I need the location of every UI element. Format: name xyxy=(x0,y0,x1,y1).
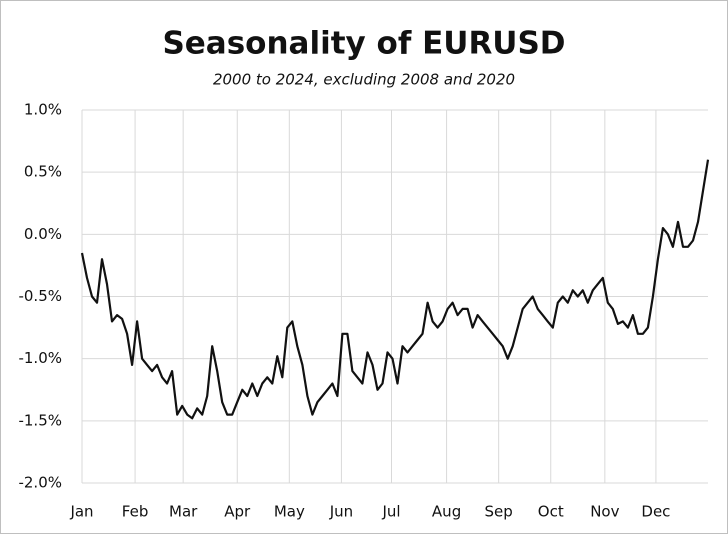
y-tick-label: -1.5% xyxy=(18,411,62,429)
y-tick-label: 1.0% xyxy=(24,101,62,119)
x-tick-label: Aug xyxy=(432,503,461,521)
y-tick-label: 0.5% xyxy=(24,163,62,181)
x-tick-label: Mar xyxy=(169,503,198,521)
y-tick-label: -2.0% xyxy=(18,474,62,492)
x-tick-label: Oct xyxy=(538,503,564,521)
x-tick-label: Dec xyxy=(641,503,670,521)
x-tick-label: Apr xyxy=(224,503,251,521)
y-tick-label: 0.0% xyxy=(24,225,62,243)
y-tick-label: -0.5% xyxy=(18,287,62,305)
x-tick-label: Jun xyxy=(329,503,353,521)
x-tick-label: May xyxy=(274,503,305,521)
x-tick-label: Nov xyxy=(590,503,619,521)
line xyxy=(80,159,710,420)
x-tick-label: Jan xyxy=(69,503,93,521)
x-tick-label: Jul xyxy=(381,503,400,521)
x-tick-label: Sep xyxy=(485,503,513,521)
chart-title: Seasonality of EURUSD xyxy=(162,26,565,62)
y-tick-label: -1.0% xyxy=(18,349,62,367)
x-tick-label: Feb xyxy=(122,503,149,521)
chart-subtitle: 2000 to 2024, excluding 2008 and 2020 xyxy=(213,71,515,89)
